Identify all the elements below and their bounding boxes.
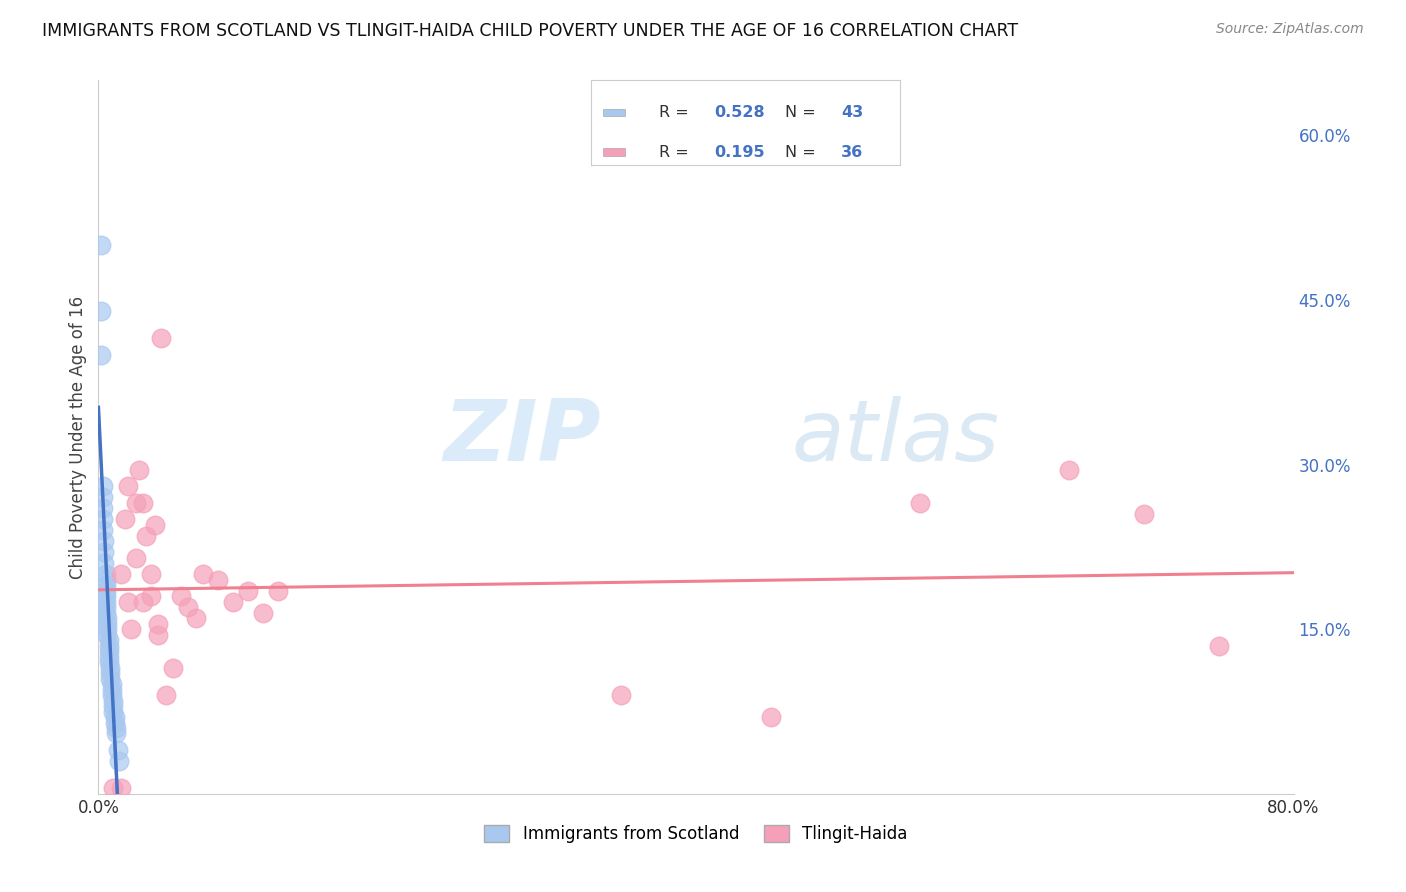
Point: [184, 611, 207, 625]
Point: [155, 688, 177, 702]
Text: N =: N =: [786, 145, 821, 160]
Point: [110, 567, 132, 582]
Point: [97, 644, 120, 658]
Point: [96, 616, 118, 631]
Point: [93, 557, 115, 571]
Point: [105, 721, 128, 735]
Point: [236, 583, 259, 598]
Point: [94, 600, 117, 615]
Point: [610, 688, 633, 702]
Point: [98, 672, 122, 686]
Point: [104, 715, 127, 730]
Point: [103, 705, 125, 719]
Point: [139, 589, 162, 603]
Text: atlas: atlas: [792, 395, 1000, 479]
Point: [97, 633, 120, 648]
Text: 36: 36: [841, 145, 863, 160]
Point: [1059, 463, 1081, 477]
Point: [94, 606, 117, 620]
Point: [104, 710, 127, 724]
Point: [162, 660, 184, 674]
Point: [91, 479, 114, 493]
Point: [110, 781, 132, 796]
Point: [98, 666, 122, 681]
Point: [91, 501, 114, 516]
Point: [101, 688, 124, 702]
Text: 43: 43: [841, 105, 863, 120]
Y-axis label: Child Poverty Under the Age of 16: Child Poverty Under the Age of 16: [69, 295, 87, 579]
Point: [267, 583, 290, 598]
Point: [222, 595, 245, 609]
Point: [1133, 507, 1156, 521]
Point: [97, 649, 120, 664]
Point: [125, 496, 148, 510]
Point: [143, 517, 166, 532]
Point: [98, 660, 122, 674]
Point: [103, 699, 125, 714]
Point: [207, 573, 229, 587]
Point: [93, 534, 115, 549]
Text: IMMIGRANTS FROM SCOTLAND VS TLINGIT-HAIDA CHILD POVERTY UNDER THE AGE OF 16 CORR: IMMIGRANTS FROM SCOTLAND VS TLINGIT-HAID…: [42, 22, 1018, 40]
Point: [132, 496, 155, 510]
Point: [128, 463, 150, 477]
Point: [120, 622, 142, 636]
Point: [107, 743, 129, 757]
Point: [101, 682, 124, 697]
Point: [96, 622, 118, 636]
Point: [91, 524, 114, 538]
Point: [93, 545, 115, 559]
Point: [148, 628, 170, 642]
Text: ZIP: ZIP: [443, 395, 600, 479]
Point: [91, 491, 114, 505]
FancyBboxPatch shape: [603, 109, 626, 116]
Point: [90, 348, 112, 362]
Point: [94, 595, 117, 609]
Point: [103, 693, 125, 707]
Point: [105, 726, 128, 740]
Text: R =: R =: [658, 145, 693, 160]
Point: [97, 639, 120, 653]
Point: [132, 595, 155, 609]
Point: [90, 303, 112, 318]
Point: [148, 616, 170, 631]
Point: [94, 589, 117, 603]
Point: [759, 710, 782, 724]
Point: [94, 578, 117, 592]
FancyBboxPatch shape: [603, 148, 626, 156]
Point: [91, 512, 114, 526]
Text: 0.195: 0.195: [714, 145, 765, 160]
Point: [191, 567, 214, 582]
Point: [125, 550, 148, 565]
Point: [177, 600, 200, 615]
Point: [96, 611, 118, 625]
Point: [94, 573, 117, 587]
Text: R =: R =: [658, 105, 693, 120]
Point: [103, 781, 125, 796]
Point: [114, 512, 136, 526]
Point: [94, 567, 117, 582]
Point: [117, 479, 139, 493]
Point: [908, 496, 931, 510]
Point: [117, 595, 139, 609]
Point: [94, 583, 117, 598]
Point: [150, 331, 173, 345]
Legend: Immigrants from Scotland, Tlingit-Haida: Immigrants from Scotland, Tlingit-Haida: [478, 818, 914, 850]
Text: N =: N =: [786, 105, 821, 120]
Point: [96, 628, 118, 642]
Text: 0.528: 0.528: [714, 105, 765, 120]
Point: [252, 606, 274, 620]
Point: [97, 655, 120, 669]
Point: [169, 589, 191, 603]
Point: [1208, 639, 1230, 653]
Point: [108, 754, 131, 768]
Point: [135, 529, 157, 543]
Text: Source: ZipAtlas.com: Source: ZipAtlas.com: [1216, 22, 1364, 37]
Point: [90, 238, 112, 252]
Point: [139, 567, 162, 582]
Point: [101, 677, 124, 691]
